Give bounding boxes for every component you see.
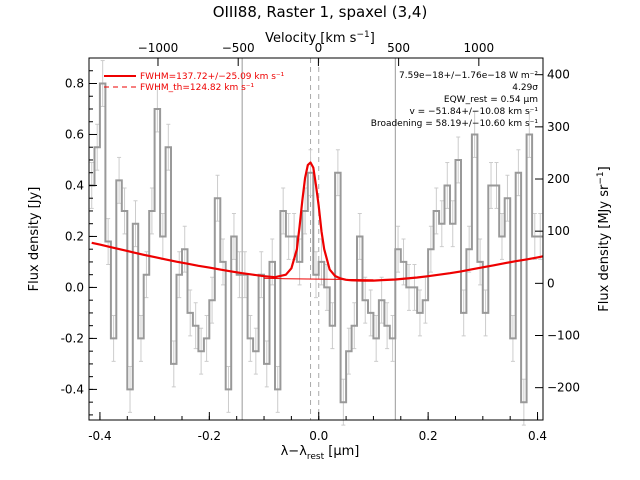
y-tick-label: 0.2: [65, 229, 84, 243]
legend-label-fwhm: FWHM=137.72+/−25.09 km s⁻¹: [140, 72, 285, 82]
right-tick-label: 200: [547, 172, 570, 186]
x-tick-label: 0.0: [309, 429, 328, 443]
right-tick-label: 100: [547, 224, 570, 238]
right-axis-label: Flux density [MJy sr−1]: [596, 166, 612, 311]
annotation-line-flux: 7.59e−18+/−1.76e−18 W m⁻²: [399, 71, 538, 81]
legend-label-fwhm-th: FWHM_th=124.82 km s⁻¹: [140, 83, 255, 93]
fit-annotations: 7.59e−18+/−1.76e−18 W m⁻² 4.29σ EQW_rest…: [371, 71, 539, 129]
plot-frame: [88, 57, 544, 421]
vertical-marker-lines: [241, 58, 396, 420]
y-axis-label: Flux density [Jy]: [27, 187, 42, 292]
legend: FWHM=137.72+/−25.09 km s⁻¹ FWHM_th=124.8…: [104, 72, 285, 93]
top-tick-label: −1000: [138, 41, 179, 55]
chart-title: OIII88, Raster 1, spaxel (3,4): [213, 3, 428, 21]
spectrum-step-line: [89, 82, 543, 404]
y-tick-label: 0.4: [65, 178, 84, 192]
top-axis-label: Velocity [km s−1]: [265, 30, 375, 46]
right-tick-label: 300: [547, 120, 570, 134]
right-tick-label: −100: [547, 328, 580, 342]
x-axis-label: λ−λrest [μm]: [281, 444, 360, 462]
y-tick-label: 0.6: [65, 127, 84, 141]
top-tick-label: −500: [222, 41, 255, 55]
right-tick-label: −200: [547, 381, 580, 395]
annotation-velocity: v = −51.84+/−10.08 km s⁻¹: [409, 107, 538, 117]
annotation-eqw: EQW_rest = 0.54 μm: [444, 95, 538, 105]
right-tick-label: 400: [547, 68, 570, 82]
data-layer: [89, 60, 544, 426]
x-tick-label: 0.2: [419, 429, 438, 443]
top-tick-label: 1000: [464, 41, 495, 55]
gaussian-fit-line: [91, 161, 544, 282]
annotation-significance: 4.29σ: [512, 83, 538, 93]
axis-ticks: -0.4 -0.2 0.0 0.2 0.4 -0.4 -0.2 0.0 0.2 0.4 0.6 0.8…: [61, 41, 580, 443]
x-tick-label: -0.4: [88, 429, 111, 443]
top-tick-label: 500: [387, 41, 410, 55]
annotation-broadening: Broadening = 58.19+/−10.60 km s⁻¹: [371, 119, 539, 129]
y-tick-label: 0.8: [65, 76, 84, 90]
top-tick-label: 0: [315, 41, 323, 55]
y-tick-label: -0.2: [61, 331, 84, 345]
x-tick-label: -0.2: [198, 429, 221, 443]
x-tick-label: 0.4: [528, 429, 547, 443]
right-tick-label: 0: [547, 276, 555, 290]
y-tick-label: -0.4: [61, 382, 84, 396]
y-tick-label: 0.0: [65, 280, 84, 294]
